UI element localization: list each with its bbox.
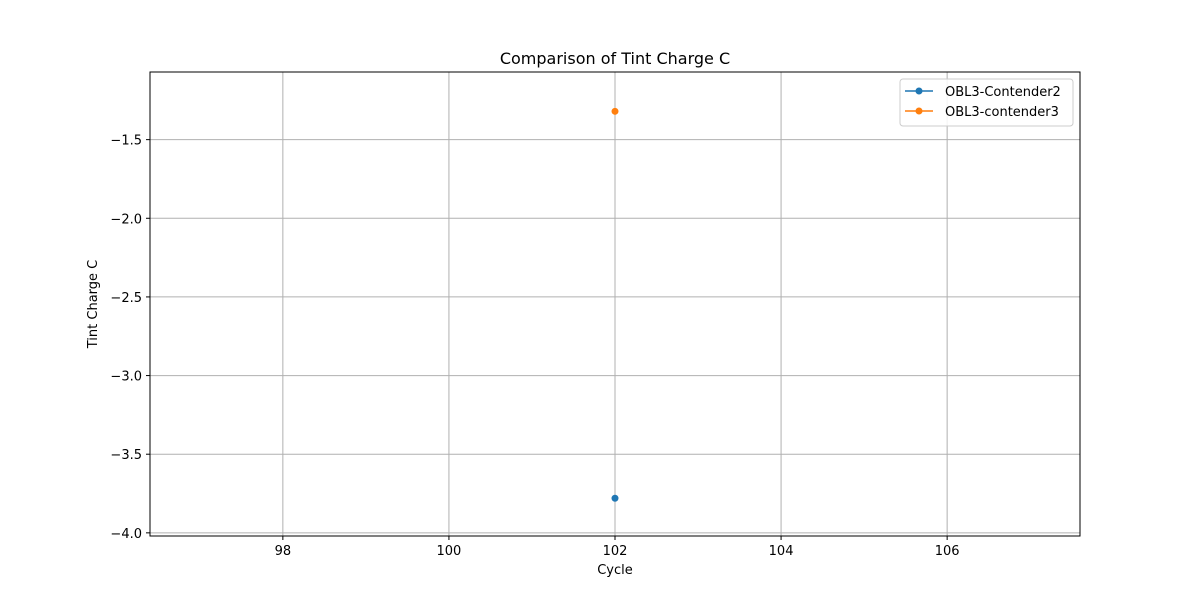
series-OBL3-contender3	[611, 107, 619, 115]
y-axis-label: Tint Charge C	[86, 260, 101, 349]
legend-items: OBL3-Contender2 OBL3-contender3	[905, 85, 1061, 120]
legend-marker	[915, 87, 923, 95]
legend-item: OBL3-contender3	[905, 105, 1059, 120]
chart-title: Comparison of Tint Charge C	[500, 49, 730, 68]
series-layer	[611, 107, 619, 502]
legend-box	[899, 78, 1074, 127]
y-tick-label: −4.0	[110, 527, 142, 542]
data-point	[611, 494, 619, 502]
y-tick-label: −2.0	[110, 212, 142, 227]
legend: OBL3-Contender2 OBL3-contender3	[899, 78, 1074, 127]
x-tick-label: 98	[275, 544, 292, 559]
x-tick-label: 104	[769, 544, 794, 559]
y-tick-label: −1.5	[110, 134, 142, 149]
y-tick-label: −3.0	[110, 370, 142, 385]
x-axis-ticks: 98 100 102 104 106	[275, 536, 960, 559]
legend-item: OBL3-Contender2	[905, 85, 1061, 100]
x-axis-label: Cycle	[597, 563, 633, 578]
grid	[150, 72, 1080, 536]
x-tick-label: 100	[437, 544, 462, 559]
legend-marker	[915, 107, 923, 115]
y-tick-label: −2.5	[110, 291, 142, 306]
legend-label: OBL3-Contender2	[945, 85, 1061, 100]
x-tick-label: 102	[603, 544, 628, 559]
y-axis-ticks: −4.0 −3.5 −3.0 −2.5 −2.0 −1.5	[110, 134, 150, 542]
series-OBL3-Contender2	[611, 494, 619, 502]
data-point	[611, 107, 619, 115]
legend-label: OBL3-contender3	[945, 105, 1059, 120]
x-tick-label: 106	[935, 544, 960, 559]
y-tick-label: −3.5	[110, 448, 142, 463]
